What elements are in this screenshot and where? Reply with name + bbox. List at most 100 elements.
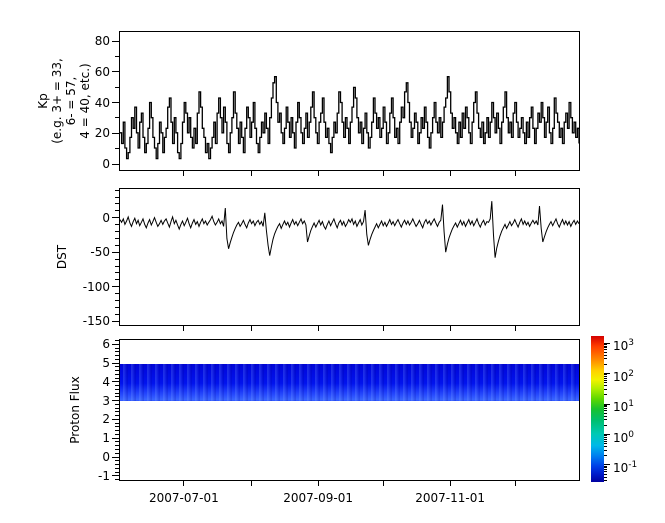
x-tick <box>514 171 516 176</box>
colorbar-tick <box>604 464 610 466</box>
x-tick <box>317 481 319 486</box>
colorbar-minor-tick <box>604 476 607 478</box>
colorbar-minor-tick <box>604 377 607 379</box>
colorbar-minor-tick <box>604 404 607 406</box>
colorbar-tick-label: 101 <box>613 399 635 414</box>
y-tick <box>112 381 119 383</box>
colorbar-minor-tick <box>604 412 607 414</box>
y-tick <box>112 475 119 477</box>
colorbar-minor-tick <box>604 388 607 390</box>
y-minor-tick <box>115 237 119 239</box>
y-tick-label: 0 <box>102 450 110 464</box>
x-tick <box>250 171 252 176</box>
y-minor-tick <box>115 265 119 267</box>
colorbar-minor-tick <box>604 419 607 421</box>
y-minor-tick <box>115 210 119 212</box>
y-minor-tick <box>115 203 119 205</box>
colorbar-tick-label: 100 <box>613 429 635 445</box>
y-tick-label: 1 <box>102 431 110 446</box>
y-minor-tick <box>115 313 119 315</box>
y-minor-tick <box>115 373 119 375</box>
colorbar-minor-tick <box>604 438 607 440</box>
y-minor-tick <box>115 388 119 390</box>
y-tick-label: 80 <box>94 34 110 48</box>
colorbar-tick-label: 103 <box>613 338 635 353</box>
y-minor-tick <box>115 293 119 295</box>
y-minor-tick <box>115 445 119 447</box>
y-minor-tick <box>115 189 119 191</box>
x-tick <box>183 326 185 331</box>
y-tick <box>112 343 119 345</box>
y-minor-tick <box>115 306 119 308</box>
y-tick-label: 20 <box>94 126 110 141</box>
colorbar-minor-tick <box>604 410 607 412</box>
colorbar-minor-tick <box>604 345 607 347</box>
x-tick <box>250 326 252 331</box>
y-minor-tick <box>115 433 119 435</box>
x-tick <box>449 481 451 486</box>
y-minor-tick <box>115 471 119 473</box>
x-tick-label: 2007-09-01 <box>283 491 353 505</box>
colorbar-minor-tick <box>604 435 607 437</box>
kp-axis-label-line1: Kp <box>36 93 50 109</box>
x-tick <box>449 326 451 331</box>
colorbar-minor-tick <box>604 480 607 482</box>
y-minor-tick <box>115 448 119 450</box>
kp-axis-label-line2: (e.g. 3+ = 33, <box>50 58 64 144</box>
x-tick <box>183 171 185 176</box>
y-minor-tick <box>115 351 119 353</box>
colorbar-minor-tick <box>604 385 607 387</box>
y-minor-tick <box>115 452 119 454</box>
y-minor-tick <box>115 355 119 356</box>
y-tick-label: 0 <box>102 210 110 225</box>
colorbar-minor-tick <box>604 379 607 381</box>
colorbar-tick-label: 102 <box>613 368 635 384</box>
colorbar-minor-tick <box>604 351 607 353</box>
y-minor-tick <box>115 385 119 387</box>
kp-panel <box>119 31 580 171</box>
colorbar-minor-tick <box>604 455 607 457</box>
y-tick-label: 60 <box>94 64 110 79</box>
y-tick-label: 40 <box>94 95 110 110</box>
y-minor-tick <box>115 377 119 379</box>
y-minor-tick <box>115 460 119 462</box>
y-tick <box>112 418 119 420</box>
y-tick <box>112 102 119 103</box>
y-minor-tick <box>115 231 119 232</box>
y-tick <box>112 132 119 134</box>
dst-trace <box>120 201 579 258</box>
y-minor-tick <box>115 430 119 432</box>
x-tick <box>317 326 319 331</box>
x-tick <box>514 326 516 331</box>
x-tick <box>514 481 516 486</box>
colorbar-minor-tick <box>604 354 607 356</box>
y-minor-tick <box>115 441 119 443</box>
colorbar-minor-tick <box>604 440 607 442</box>
y-minor-tick <box>115 117 119 119</box>
y-minor-tick <box>115 464 119 465</box>
colorbar <box>591 336 604 482</box>
y-minor-tick <box>115 415 119 417</box>
y-tick-label: 0 <box>102 157 110 172</box>
colorbar-minor-tick <box>604 436 607 438</box>
y-minor-tick <box>115 403 119 405</box>
y-minor-tick <box>115 300 119 301</box>
dst-axis-label: DST <box>55 244 69 270</box>
y-minor-tick <box>115 467 119 469</box>
dst-panel <box>119 188 580 326</box>
colorbar-minor-tick <box>604 424 607 426</box>
y-minor-tick <box>115 244 119 246</box>
y-tick-label: -50 <box>90 245 110 260</box>
colorbar-minor-tick <box>604 394 607 396</box>
y-minor-tick <box>115 370 119 372</box>
y-minor-tick <box>115 86 119 88</box>
colorbar-minor-tick <box>604 449 607 451</box>
colorbar-tick <box>604 403 610 405</box>
y-tick-label: 6 <box>102 337 110 352</box>
x-tick <box>250 481 252 486</box>
y-minor-tick <box>115 148 119 150</box>
colorbar-minor-tick <box>604 375 607 377</box>
colorbar-minor-tick <box>604 349 607 351</box>
colorbar-tick-exponent: -1 <box>628 459 638 470</box>
colorbar-tick-exponent: 1 <box>628 399 635 409</box>
